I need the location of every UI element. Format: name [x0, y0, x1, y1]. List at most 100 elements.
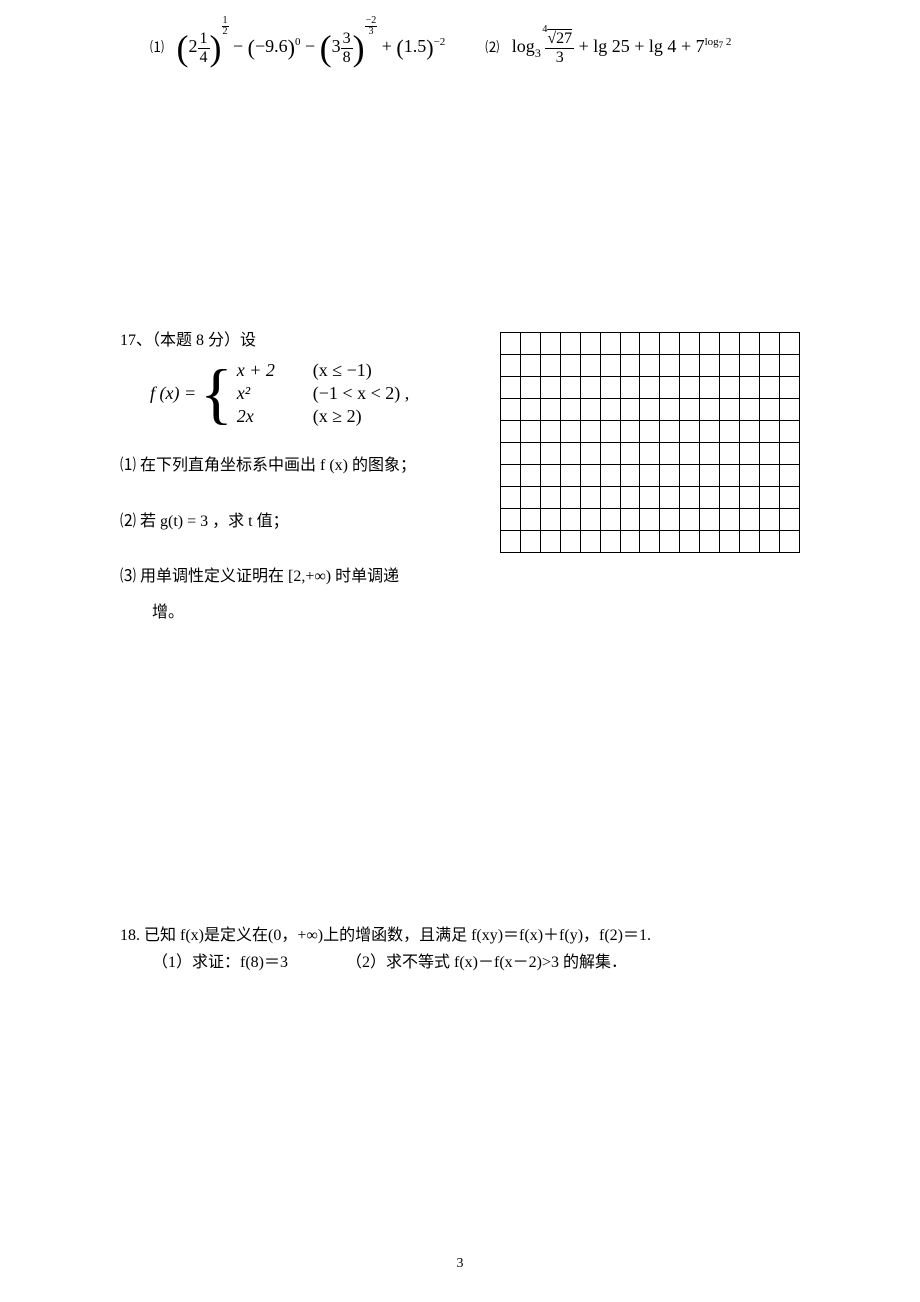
grid-cell [740, 421, 760, 443]
grid-cell [580, 443, 600, 465]
grid-cell [580, 377, 600, 399]
piece-row-2: x² (−1 < x < 2) , [237, 383, 409, 404]
frac-num: 1 [198, 30, 210, 49]
grid-cell [680, 465, 700, 487]
grid-cell [740, 377, 760, 399]
plus: + [579, 36, 594, 56]
power-frac: 12 [222, 16, 229, 37]
pow-den: 3 [365, 27, 378, 37]
grid-cell [660, 333, 680, 355]
piece-rows: x + 2 (x ≤ −1) x² (−1 < x < 2) , 2x (x ≥… [237, 358, 409, 429]
grid-cell [680, 487, 700, 509]
grid-cell [700, 531, 720, 553]
grid-cell [560, 443, 580, 465]
grid-cell [501, 509, 521, 531]
grid-cell [700, 355, 720, 377]
grid-cell [640, 443, 660, 465]
grid-cell [501, 465, 521, 487]
grid-cell [720, 531, 740, 553]
piece-cond: (−1 < x < 2) , [313, 383, 409, 404]
grid-cell [720, 333, 740, 355]
grid-cell [779, 509, 799, 531]
grid-cell [680, 377, 700, 399]
grid-cell [720, 509, 740, 531]
grid-cell [520, 531, 540, 553]
grid-cell [700, 487, 720, 509]
lparen: ( [396, 37, 403, 59]
grid-cell [680, 531, 700, 553]
grid-cell [660, 355, 680, 377]
grid-cell [740, 531, 760, 553]
grid-cell [660, 487, 680, 509]
base: 1.5 [404, 36, 427, 56]
grid-cell [520, 509, 540, 531]
pn: 2 [371, 15, 376, 26]
p17-num: 17、 [120, 332, 152, 349]
page-content: ⑴ (214)12 − (−9.6)0 − (338)−23 + (1.5)−2… [0, 0, 920, 1302]
p17-q3: ⑶ 用单调性定义证明在 [2,+∞) 时单调递 [120, 564, 460, 590]
grid-cell [600, 399, 620, 421]
grid-cell [620, 487, 640, 509]
p18-subs: （1）求证：f(8)＝3 （2）求不等式 f(x)－f(x－2)>3 的解集． [152, 949, 800, 976]
grid-cell [620, 399, 640, 421]
grid-cell [501, 377, 521, 399]
root-index: 4 [542, 24, 547, 35]
grid-cell [501, 487, 521, 509]
grid-cell [520, 399, 540, 421]
grid-cell [740, 355, 760, 377]
p18-sub2: （2）求不等式 f(x)－f(x－2)>3 的解集． [346, 954, 627, 971]
grid-cell [501, 355, 521, 377]
grid-cell [600, 487, 620, 509]
grid-cell [740, 465, 760, 487]
q2-text: ⑵ 若 g(t) = 3 ，求 t 值； [120, 513, 289, 530]
seven: 7 [696, 36, 705, 56]
grid-cell [540, 465, 560, 487]
grid-cell [580, 487, 600, 509]
grid-cell [580, 465, 600, 487]
grid-cell [720, 377, 740, 399]
grid-cell [600, 531, 620, 553]
grid-cell [740, 443, 760, 465]
grid-cell [501, 399, 521, 421]
grid-cell [640, 333, 660, 355]
left-brace: { [200, 363, 233, 424]
grid-cell [620, 421, 640, 443]
grid-cell [779, 355, 799, 377]
p17-q1: ⑴ 在下列直角坐标系中画出 f (x) 的图象； [120, 453, 460, 479]
grid-cell [580, 421, 600, 443]
fraction: 4 √27 3 [545, 30, 574, 66]
grid-cell [640, 487, 660, 509]
sub-label-2: ⑵ [485, 41, 499, 56]
grid-cell [720, 465, 740, 487]
piece-row-3: 2x (x ≥ 2) [237, 406, 409, 427]
grid-cell [600, 355, 620, 377]
grid-cell [540, 333, 560, 355]
power-frac: −23 [365, 16, 378, 37]
frac-num: 4 √27 [545, 30, 574, 49]
grid-cell [520, 421, 540, 443]
plus: + [634, 36, 649, 56]
grid-cell [520, 487, 540, 509]
grid-cell [540, 355, 560, 377]
grid-cell [779, 531, 799, 553]
grid-cell [620, 355, 640, 377]
grid-cell [620, 509, 640, 531]
grid-cell [560, 377, 580, 399]
p18-sub1: （1）求证：f(8)＝3 [152, 954, 288, 971]
sub-label-1: ⑴ [150, 41, 164, 56]
grid-table [500, 332, 800, 553]
grid-cell [779, 377, 799, 399]
grid-cell [560, 531, 580, 553]
power: −2 [434, 36, 446, 48]
rparen: ) [353, 30, 365, 66]
grid-cell [660, 377, 680, 399]
piece-cond: (x ≤ −1) [313, 360, 372, 381]
root: 4 √27 [547, 30, 572, 48]
piecewise-function: f (x) = { x + 2 (x ≤ −1) x² (−1 < x < 2)… [150, 358, 460, 429]
grid-cell [759, 355, 779, 377]
grid-cell [660, 509, 680, 531]
grid-cell [501, 531, 521, 553]
grid-cell [620, 443, 640, 465]
p18-line1: 18. 已知 f(x)是定义在(0，+∞)上的增函数，且满足 f(xy)＝f(x… [120, 922, 800, 949]
grid-cell [660, 465, 680, 487]
